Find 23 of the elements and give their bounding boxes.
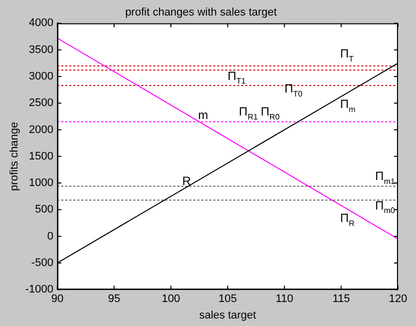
y-tick-label: 3500: [28, 44, 54, 56]
x-tick-label: 95: [108, 293, 120, 306]
y-tick-label: 1000: [28, 177, 54, 190]
x-tick-label: 90: [51, 293, 64, 306]
y-tick-label: 2500: [28, 97, 54, 110]
y-tick-label: 2000: [28, 124, 54, 136]
chart-title: profit changes with sales target: [125, 6, 277, 19]
x-axis-title: sales target: [199, 309, 256, 322]
y-tick-label: -1000: [25, 284, 54, 296]
y-tick-label: -500: [31, 256, 54, 269]
x-tick-label: 100: [162, 293, 180, 306]
y-tick-label: 500: [34, 204, 54, 216]
annotation: m: [198, 108, 208, 122]
x-tick-label: 105: [218, 293, 237, 306]
y-tick-label: 1500: [28, 150, 54, 162]
y-tick-label: 4000: [28, 17, 54, 30]
x-tick-label: 110: [276, 293, 294, 306]
y-axis-title: profits change: [8, 122, 21, 191]
y-tick-label: 0: [47, 230, 54, 242]
annotation: R: [182, 174, 192, 188]
x-tick-label: 115: [332, 293, 350, 306]
x-tick-label: 120: [388, 293, 408, 306]
y-tick-label: 3000: [28, 70, 54, 83]
